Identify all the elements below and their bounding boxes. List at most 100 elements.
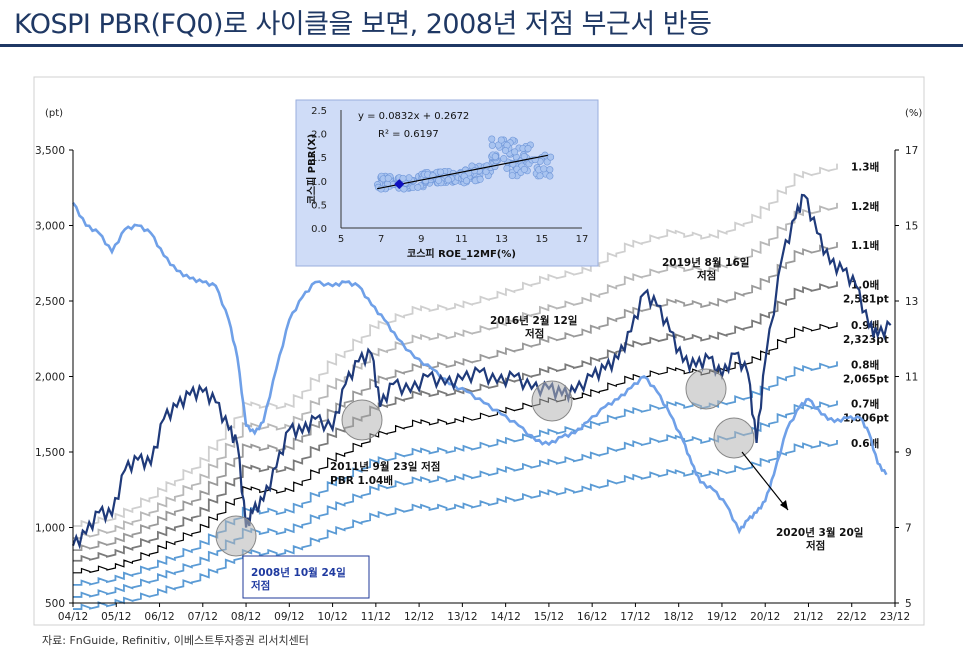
inset-x-label: 코스피 ROE_12MF(%)	[407, 247, 516, 260]
page-title: KOSPI PBR(FQ0)로 사이클을 보면, 2008년 저점 부근서 반등	[14, 9, 712, 40]
x-tick-label: 20/12	[750, 611, 780, 623]
x-tick-label: 22/12	[837, 611, 867, 623]
x-tick-label: 12/12	[404, 611, 434, 623]
annotation-2008: 2008년 10월 24일	[251, 566, 346, 579]
scatter-point	[524, 145, 532, 153]
inset-y-tick-label: 1.5	[311, 153, 327, 164]
source-note: 자료: FnGuide, Refinitiv, 이베스트투자증권 리서치센터	[42, 634, 309, 647]
inset-equation: y = 0.0832x + 0.2672	[358, 111, 469, 122]
x-tick-label: 04/12	[58, 611, 88, 623]
inset-y-label: 코스피 PBR(X)	[305, 134, 318, 205]
x-tick-label: 14/12	[490, 611, 520, 623]
inset-x-tick-label: 9	[418, 234, 424, 245]
trough-circle	[685, 368, 727, 410]
inset-x-tick-label: 15	[535, 234, 548, 245]
y-tick-label-left: 3,000	[35, 221, 65, 233]
scatter-point	[488, 141, 496, 149]
y-axis-label-right: (%)	[905, 108, 922, 119]
x-tick-label: 09/12	[274, 611, 304, 623]
y-tick-label-right: 13	[905, 296, 918, 308]
scatter-point	[536, 172, 544, 180]
x-tick-label: 21/12	[793, 611, 823, 623]
title-rule	[0, 44, 963, 47]
inset-y-tick-label: 0.5	[311, 200, 327, 211]
inset-y-tick-label: 2.0	[311, 130, 327, 141]
scatter-point	[463, 177, 471, 185]
x-tick-label: 19/12	[707, 611, 737, 623]
scatter-point	[435, 176, 443, 184]
scatter-point	[399, 174, 407, 182]
x-tick-label: 08/12	[231, 611, 261, 623]
scatter-point	[503, 164, 511, 172]
band-line-6	[73, 400, 838, 598]
trough-circle	[215, 515, 257, 557]
annotation-2020-sub: 저점	[806, 539, 825, 552]
y-tick-label-left: 1,500	[35, 447, 65, 459]
inset-x-tick-label: 17	[576, 234, 589, 245]
x-tick-label: 06/12	[144, 611, 174, 623]
band-line-2	[73, 242, 838, 552]
band-label: 0.7배	[851, 398, 879, 411]
inset-x-tick-label: 11	[455, 234, 468, 245]
y-tick-label-left: 500	[45, 598, 65, 610]
inset-x-tick-label: 13	[495, 234, 508, 245]
band-line-1	[73, 202, 838, 539]
band-sublabel: 2,581pt	[843, 293, 889, 305]
x-tick-label: 10/12	[317, 611, 347, 623]
highlight-point	[394, 179, 405, 190]
scatter-point	[508, 172, 516, 180]
x-tick-label: 18/12	[664, 611, 694, 623]
annotation-box-2008	[242, 555, 370, 599]
scatter-point	[384, 174, 392, 182]
scatter-point	[520, 165, 528, 173]
annotation-arrowhead	[780, 500, 788, 510]
band-sublabel: 2,323pt	[843, 334, 889, 346]
y-tick-label-right: 11	[905, 372, 918, 384]
scatter-point	[488, 135, 496, 143]
scatter-point	[546, 166, 554, 174]
band-line-7	[73, 439, 838, 610]
scatter-point	[377, 185, 385, 193]
annotation-2020: 2020년 3월 20일	[776, 526, 863, 539]
band-sublabel: 1,806pt	[843, 413, 889, 425]
scatter-point	[405, 174, 413, 182]
annotation-2008-sub: 저점	[251, 579, 270, 592]
y-tick-label-right: 5	[905, 598, 912, 610]
trough-circle	[531, 380, 573, 422]
inset-x-tick-label: 7	[378, 234, 384, 245]
band-label: 1.3배	[851, 161, 879, 174]
annotation-2019-sub: 저점	[697, 269, 716, 282]
y-tick-label-left: 2,500	[35, 296, 65, 308]
scatter-point	[500, 155, 508, 163]
band-line-3	[73, 281, 838, 562]
trough-circle	[341, 399, 383, 441]
inset-x-tick-label: 5	[338, 234, 344, 245]
scatter-point	[476, 175, 484, 183]
scatter-point	[414, 183, 422, 191]
scatter-point	[511, 148, 519, 156]
band-label: 0.6배	[851, 437, 879, 450]
scatter-point	[444, 176, 452, 184]
inset-y-tick-label: 1.0	[311, 177, 327, 188]
band-line-0	[73, 163, 838, 527]
y-tick-label-right: 7	[905, 523, 912, 535]
y-tick-label-left: 1,000	[35, 523, 65, 535]
y-tick-label-right: 9	[905, 447, 912, 459]
annotation-arrow	[741, 451, 789, 511]
band-label: 1.2배	[851, 200, 879, 213]
chart-frame	[33, 76, 925, 626]
x-tick-label: 23/12	[880, 611, 910, 623]
inset-y-tick-label: 0.0	[311, 224, 327, 235]
x-tick-label: 16/12	[577, 611, 607, 623]
scatter-point	[546, 172, 554, 180]
band-label: 1.1배	[851, 239, 879, 252]
inset-r2: R² = 0.6197	[378, 129, 439, 140]
annotation-2016: 2016년 2월 12일	[490, 314, 577, 327]
y-tick-label-right: 17	[905, 145, 918, 157]
x-tick-label: 07/12	[188, 611, 218, 623]
x-tick-label: 15/12	[534, 611, 564, 623]
scatter-point	[491, 153, 499, 161]
scatter-point	[520, 152, 528, 160]
scatter-point	[497, 136, 505, 144]
